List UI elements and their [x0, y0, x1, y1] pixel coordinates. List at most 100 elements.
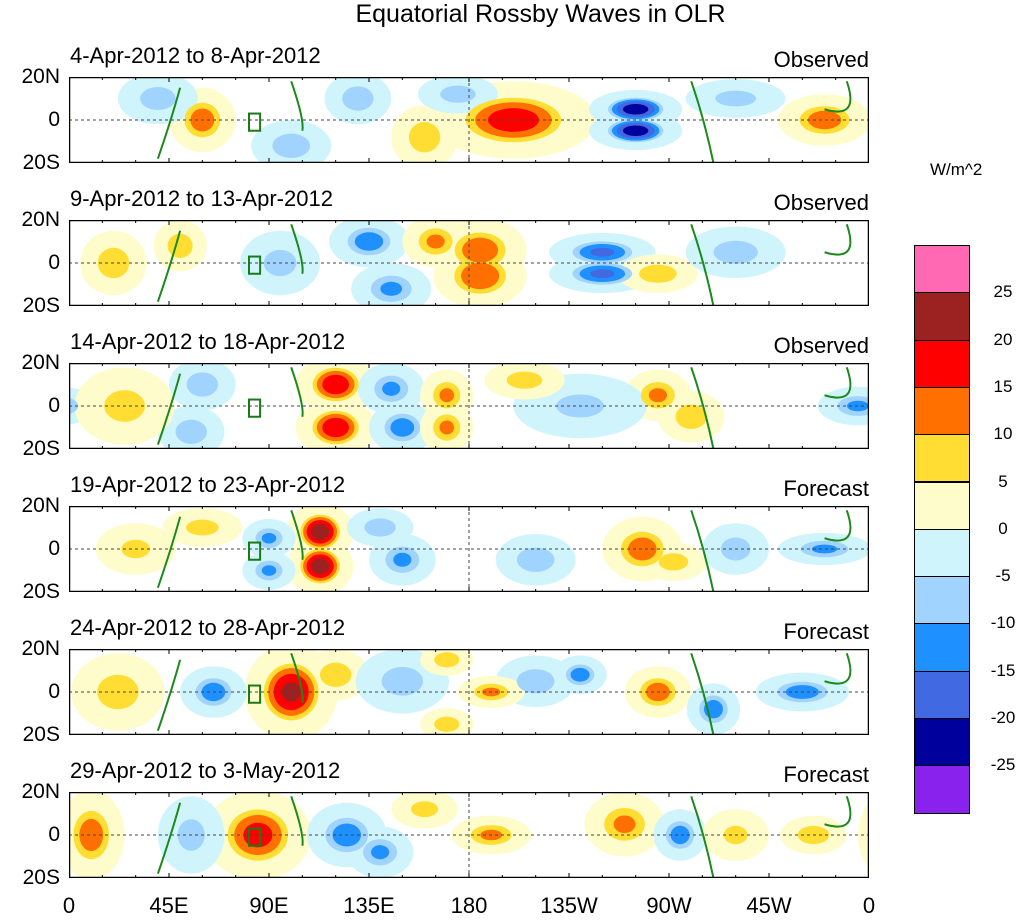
anomaly-contour	[622, 103, 649, 115]
colorbar-label: -25	[990, 755, 1016, 775]
coastline	[824, 223, 852, 256]
anomaly-contour	[140, 87, 176, 110]
anomaly-contour	[311, 558, 330, 575]
anomaly-contour	[506, 371, 543, 389]
olr-anomaly-map	[0, 643, 1021, 741]
anomaly-contour	[590, 247, 615, 257]
anomaly-contour	[622, 125, 649, 137]
region-box	[248, 398, 262, 418]
coastline	[824, 795, 852, 828]
anomaly-contour	[461, 262, 500, 290]
colorbar-swatch	[914, 245, 970, 294]
panel-period-label: 29-Apr-2012 to 3-May-2012	[70, 758, 341, 783]
y-tick-label: 0	[48, 108, 60, 131]
colorbar-swatch	[914, 481, 970, 530]
coastline	[690, 80, 715, 164]
anomaly-contour	[462, 237, 499, 263]
colorbar-label: 20	[993, 329, 1013, 349]
anomaly-contour	[713, 240, 758, 264]
anomaly-contour	[311, 523, 330, 540]
y-tick-label: 20S	[22, 866, 60, 889]
coastline	[824, 652, 852, 685]
panel-type-label: Forecast	[783, 762, 869, 787]
y-tick-label: 0	[48, 394, 60, 417]
map-panel	[0, 643, 1021, 741]
colorbar-swatch	[914, 434, 970, 483]
anomaly-contour	[410, 801, 439, 818]
anomaly-contour	[516, 669, 555, 694]
colorbar-swatch	[914, 292, 970, 341]
anomaly-contour	[590, 269, 615, 279]
y-tick-label: 0	[48, 251, 60, 274]
coastline	[824, 366, 852, 399]
coastline	[824, 80, 852, 113]
anomaly-contour	[186, 372, 219, 397]
region-box	[248, 827, 262, 847]
colorbar-swatch	[914, 528, 970, 578]
olr-anomaly-map	[0, 72, 1021, 172]
y-tick-label: 20N	[21, 637, 60, 660]
anomaly-contour	[648, 388, 667, 403]
coastline	[156, 373, 182, 446]
panel-period-label: 14-Apr-2012 to 18-Apr-2012	[70, 329, 346, 354]
y-tick-label: 20S	[22, 294, 60, 317]
anomaly-contour	[371, 845, 390, 860]
colorbar-label: 15	[993, 376, 1013, 396]
colorbar-swatch	[914, 623, 970, 672]
anomaly-contour	[434, 716, 460, 732]
map-panel	[17, 355, 1021, 458]
x-tick-label: 0	[862, 893, 876, 918]
coastline	[290, 509, 304, 560]
anomaly-contour	[319, 662, 352, 687]
anomaly-contour	[440, 85, 476, 103]
anomaly-contour	[439, 420, 455, 435]
anomaly-contour	[354, 232, 384, 251]
anomaly-contour	[322, 417, 349, 438]
coastline	[690, 509, 715, 593]
panel-period-label: 19-Apr-2012 to 23-Apr-2012	[70, 472, 346, 497]
anomaly-contour	[807, 110, 842, 130]
x-tick-label: 90E	[249, 893, 289, 918]
figure-title: Equatorial Rossby Waves in OLR	[355, 0, 726, 28]
colorbar-units: W/m^2	[930, 160, 983, 179]
y-tick-label: 20S	[22, 437, 60, 460]
map-panel	[68, 215, 1007, 315]
y-tick-label: 20N	[21, 351, 60, 374]
olr-anomaly-map	[68, 215, 1007, 315]
panel-period-label: 4-Apr-2012 to 8-Apr-2012	[70, 43, 321, 68]
colorbar-label: -10	[990, 613, 1016, 633]
colorbar-label: 10	[993, 424, 1013, 444]
anomaly-contour	[175, 419, 207, 444]
anomaly-contour	[613, 815, 636, 834]
map-panel	[0, 789, 1021, 881]
anomaly-contour	[628, 537, 657, 561]
y-tick-label: 0	[48, 823, 60, 846]
olr-anomaly-map	[17, 355, 1021, 458]
y-tick-label: 20N	[21, 494, 60, 517]
anomaly-contour	[570, 667, 590, 682]
colorbar-swatch	[914, 339, 970, 388]
coastline	[690, 366, 715, 450]
y-tick-label: 20N	[21, 65, 60, 88]
anomaly-contour	[261, 532, 277, 544]
y-tick-label: 20S	[22, 723, 60, 746]
anomaly-contour	[342, 86, 374, 111]
x-tick-label: 135E	[343, 893, 395, 918]
y-tick-label: 20S	[22, 151, 60, 174]
x-tick-label: 0	[62, 893, 76, 918]
anomaly-contour	[380, 281, 403, 296]
anomaly-contour	[439, 388, 455, 403]
anomaly-contour	[658, 553, 689, 571]
anomaly-contour	[390, 418, 415, 437]
colorbar-label: 0	[998, 518, 1008, 538]
x-tick-label: 45E	[149, 893, 189, 918]
coastline	[690, 795, 715, 879]
anomaly-contour	[272, 133, 311, 158]
panel-type-label: Forecast	[783, 476, 869, 501]
anomaly-contour	[382, 381, 401, 396]
colorbar-swatch	[914, 670, 970, 719]
panel-type-label: Forecast	[783, 619, 869, 644]
coastline	[290, 366, 304, 417]
coastline	[824, 509, 852, 542]
